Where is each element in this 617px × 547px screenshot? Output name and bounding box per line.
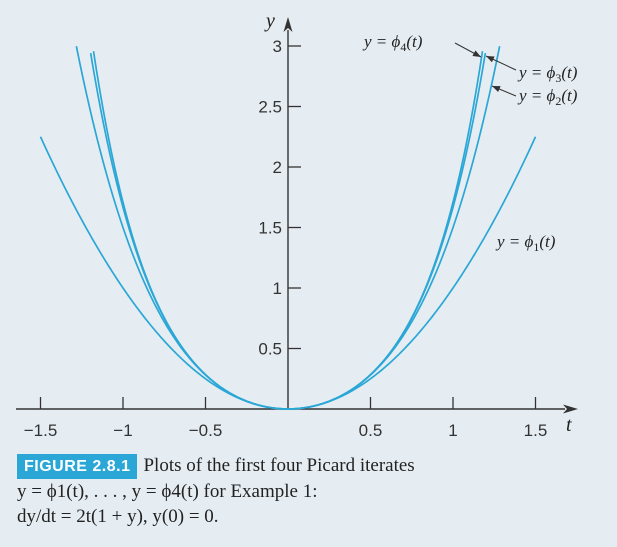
caption-line-3: dy/dt = 2t(1 + y), y(0) = 0. — [17, 506, 219, 527]
axes: −1.5 −1 −0.5 0.5 1 1.5 0.5 1 1.5 2 2.5 3 t y — [16, 10, 578, 440]
y-tick-label: 0.5 — [258, 340, 282, 359]
curves — [39, 46, 537, 410]
picard-iterates-chart: −1.5 −1 −0.5 0.5 1 1.5 0.5 1 1.5 2 2.5 3 t y y = ϕ4(t… — [16, 10, 578, 440]
x-axis-label: t — [566, 414, 572, 436]
label-phi-1: y = ϕ1(t) — [495, 232, 556, 254]
x-tick-label: −1.5 — [24, 421, 58, 440]
leader-phi-3-head — [486, 56, 495, 63]
leader-phi-2-head — [492, 86, 501, 93]
y-tick-label: 1.5 — [258, 219, 282, 238]
y-tick-label: 1 — [273, 279, 282, 298]
curve-labels: y = ϕ4(t) y = ϕ3(t)y = ϕ2(t) y = ϕ1(t) — [362, 32, 578, 254]
figure-number-badge: FIGURE 2.8.1 — [17, 454, 138, 479]
label-phi-3: y = ϕ3(t) — [517, 63, 578, 85]
leader-phi-4-head — [472, 50, 481, 57]
x-tick-label: −0.5 — [189, 421, 223, 440]
y-axis-arrow — [283, 17, 293, 32]
curve-phi-4 — [92, 51, 484, 410]
x-tick-label: 1 — [448, 421, 457, 440]
x-axis-arrow — [563, 404, 578, 414]
figure-caption: FIGURE 2.8.1 Plots of the first four Pica… — [17, 453, 607, 529]
y-tick-label: 3 — [273, 37, 282, 56]
x-tick-label: 1.5 — [524, 421, 548, 440]
y-tick-label: 2.5 — [258, 98, 282, 117]
label-phi-2: y = ϕ2(t) — [517, 86, 578, 108]
caption-line-1: Plots of the first four Picard iterates — [143, 455, 415, 476]
y-axis-label: y — [264, 10, 275, 32]
y-tick-label: 2 — [273, 158, 282, 177]
x-tick-label: 0.5 — [359, 421, 383, 440]
caption-line-2: y = ϕ1(t), . . . , y = ϕ4(t) for Example… — [17, 481, 318, 502]
label-phi-4: y = ϕ4(t) — [362, 32, 423, 54]
x-tick-label: −1 — [113, 421, 132, 440]
